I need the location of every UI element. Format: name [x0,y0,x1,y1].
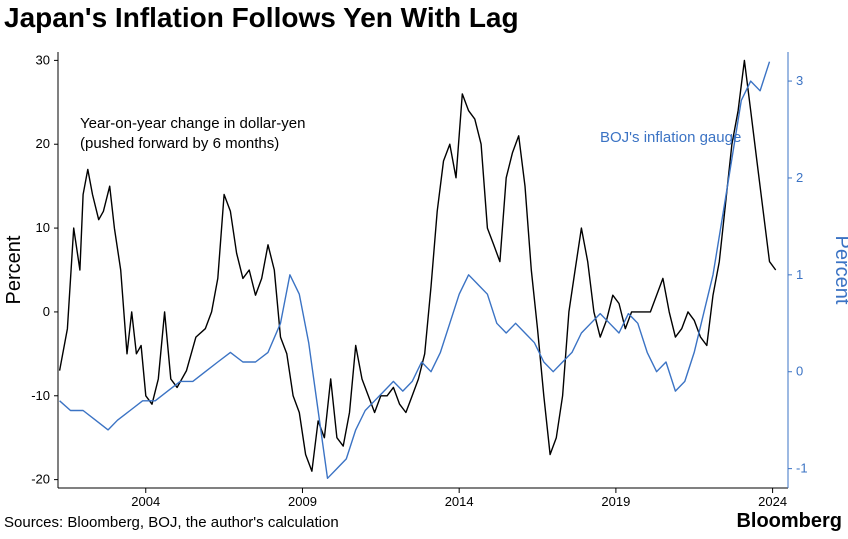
yen-series-label: (pushed forward by 6 months) [80,135,279,152]
yen-series-line [58,59,777,472]
series-lines [58,59,777,479]
x-tick-label: 2014 [445,494,474,509]
y-left-tick-label: 30 [36,52,50,67]
x-tick-label: 2024 [758,494,787,509]
boj-series-label: BOJ's inflation gauge [600,129,741,146]
annotations: Year-on-year change in dollar-yen (pushed… [80,115,741,152]
axes [57,52,789,489]
y-right-tick-label: 0 [796,364,803,379]
yen-series-label: Year-on-year change in dollar-yen [80,115,305,132]
y-right-tick-label: 1 [796,267,803,282]
y-left-tick-label: 0 [43,304,50,319]
y-axis-left-title: Percent [3,235,25,304]
x-tick-label: 2019 [601,494,630,509]
y-axis-right-title: Percent [831,236,848,305]
x-tick-label: 2009 [288,494,317,509]
y-left-tick-label: -10 [31,388,50,403]
y-right-tick-label: 2 [796,170,803,185]
y-right-tick-label: -1 [796,461,808,476]
y-left-tick-label: 20 [36,136,50,151]
page-title: Japan's Inflation Follows Yen With Lag [4,2,519,33]
x-tick-label: 2004 [131,494,160,509]
y-left-tick-label: 10 [36,220,50,235]
boj-series-line [59,61,771,479]
y-right-tick-label: 3 [796,73,803,88]
brand-logo: Bloomberg [736,510,842,532]
source-note: Sources: Bloomberg, BOJ, the author's ca… [4,514,339,531]
y-left-tick-label: -20 [31,472,50,487]
